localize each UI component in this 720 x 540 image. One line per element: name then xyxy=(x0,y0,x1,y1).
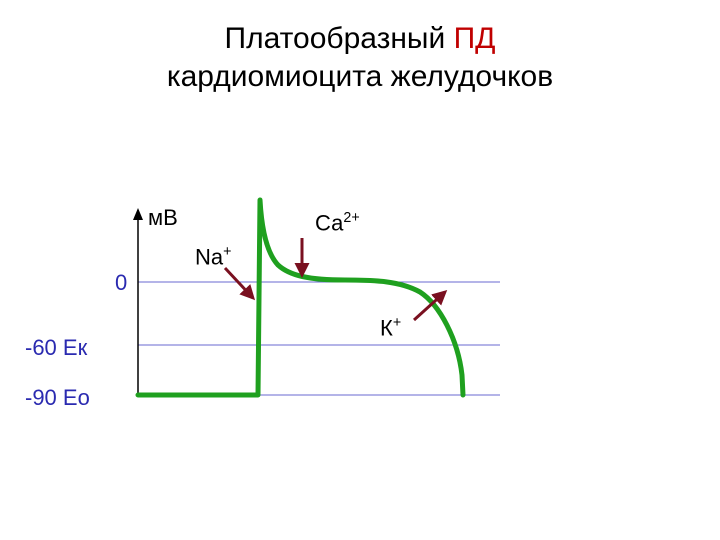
na-arrow xyxy=(225,268,253,298)
ap-curve xyxy=(138,200,463,395)
y-axis-arrowhead xyxy=(133,208,143,220)
action-potential-chart xyxy=(0,0,720,540)
